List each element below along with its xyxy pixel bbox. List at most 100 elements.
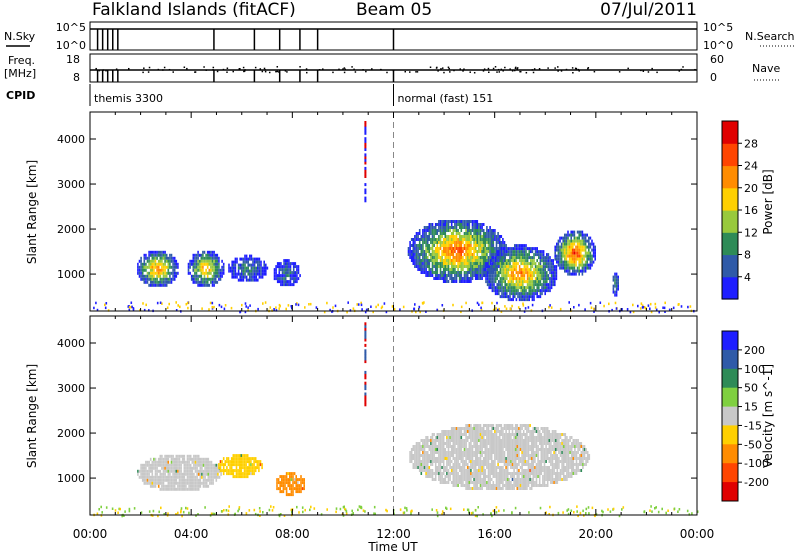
- data-cell: [197, 250, 199, 254]
- data-cell: [565, 248, 568, 252]
- data-cell: [528, 250, 530, 254]
- data-cell: [444, 469, 447, 472]
- data-cell: [490, 244, 493, 247]
- data-cell: [476, 433, 479, 436]
- data-cell: [586, 233, 588, 237]
- data-cell: [484, 484, 487, 487]
- data-cell: [457, 247, 459, 250]
- data-cell: [420, 454, 423, 457]
- data-cell: [428, 253, 431, 256]
- data-cell: [512, 289, 514, 293]
- data-cell: [468, 271, 471, 274]
- data-cell: [503, 472, 506, 475]
- data-cell: [172, 469, 174, 473]
- data-cell: [422, 271, 424, 274]
- data-cell: [460, 256, 463, 259]
- data-cell: [458, 451, 461, 454]
- data-cell: [297, 478, 299, 482]
- data-cell: [519, 481, 522, 484]
- data-cell: [159, 469, 162, 473]
- data-cell: [530, 277, 532, 281]
- data-cell: [173, 481, 176, 485]
- data-cell: [141, 277, 144, 281]
- data-cell: [508, 481, 511, 484]
- data-cell: [412, 445, 415, 448]
- data-cell: [494, 289, 497, 293]
- data-cell: [207, 463, 210, 467]
- status-dot: [353, 68, 355, 71]
- data-cell: [519, 427, 522, 430]
- sparse-column-cell: [364, 145, 367, 149]
- data-cell: [290, 487, 293, 491]
- data-cell: [473, 226, 475, 229]
- data-cell: [500, 475, 503, 478]
- data-cell: [544, 259, 546, 263]
- data-cell: [514, 259, 516, 263]
- data-cell: [202, 250, 204, 254]
- data-cell: [244, 257, 246, 261]
- data-cell: [519, 472, 522, 475]
- data-cell: [497, 445, 499, 448]
- data-cell: [482, 232, 485, 235]
- data-cell: [463, 232, 466, 235]
- data-cell: [489, 253, 491, 256]
- data-cell: [423, 469, 426, 472]
- data-cell: [578, 260, 580, 264]
- data-cell: [460, 478, 463, 481]
- data-cell: [494, 247, 496, 250]
- data-cell: [172, 472, 174, 476]
- ground-scatter-cell: [664, 301, 666, 305]
- data-cell: [216, 280, 219, 284]
- ground-scatter-cell: [414, 303, 416, 306]
- data-cell: [242, 272, 245, 276]
- data-cell: [441, 481, 443, 484]
- data-cell: [426, 262, 429, 265]
- data-cell: [219, 466, 222, 470]
- data-cell: [219, 274, 222, 278]
- data-cell: [410, 256, 413, 259]
- data-cell: [455, 244, 458, 247]
- data-cell: [438, 223, 440, 226]
- data-cell: [506, 460, 509, 463]
- data-cell: [486, 280, 489, 284]
- data-cell: [203, 259, 206, 263]
- data-cell: [617, 278, 619, 282]
- data-cell: [247, 263, 249, 267]
- data-cell: [137, 271, 139, 275]
- data-cell: [542, 280, 545, 284]
- data-cell: [465, 430, 467, 433]
- data-cell: [518, 478, 520, 481]
- data-cell: [284, 265, 287, 269]
- data-cell: [436, 238, 439, 241]
- data-cell: [422, 229, 424, 232]
- data-cell: [189, 271, 191, 275]
- ground-scatter-cell: [654, 302, 657, 306]
- data-cell: [458, 469, 461, 472]
- data-cell: [281, 283, 284, 287]
- data-cell: [430, 451, 432, 454]
- data-cell: [153, 271, 155, 275]
- data-cell: [470, 448, 472, 451]
- data-cell: [481, 451, 483, 454]
- data-cell: [449, 472, 451, 475]
- data-cell: [460, 262, 463, 265]
- data-cell: [161, 262, 163, 266]
- data-cell: [215, 466, 218, 470]
- ground-scatter-cell: [127, 305, 130, 308]
- data-cell: [487, 463, 490, 466]
- data-cell: [444, 475, 447, 478]
- data-cell: [500, 250, 503, 253]
- data-cell: [506, 253, 508, 257]
- data-cell: [463, 265, 466, 268]
- data-cell: [524, 481, 527, 484]
- data-cell: [159, 475, 162, 479]
- data-cell: [495, 433, 498, 436]
- ground-scatter-cell: [626, 308, 629, 311]
- data-cell: [539, 295, 542, 299]
- data-cell: [191, 466, 194, 470]
- data-cell: [438, 457, 440, 460]
- data-cell: [466, 466, 469, 469]
- data-cell: [449, 229, 451, 232]
- data-cell: [560, 266, 563, 270]
- data-cell: [450, 268, 453, 271]
